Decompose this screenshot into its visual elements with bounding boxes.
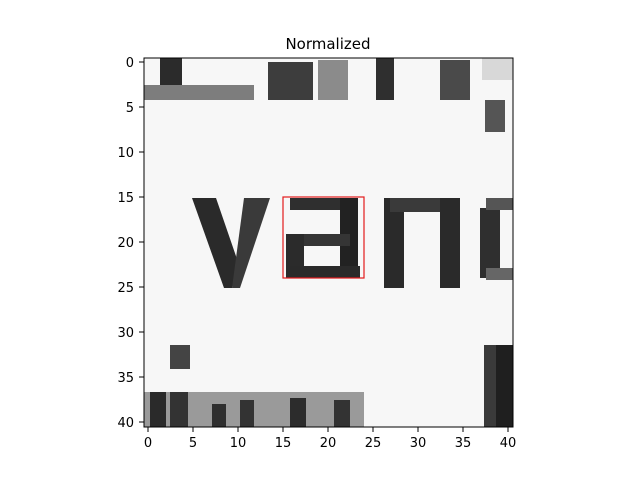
y-tick-label: 5 bbox=[126, 101, 134, 116]
image-panel bbox=[143, 57, 514, 428]
x-tick-label: 10 bbox=[230, 436, 247, 451]
y-tick-label: 40 bbox=[117, 416, 134, 431]
y-tick-label: 15 bbox=[117, 191, 134, 206]
x-tick-label: 30 bbox=[410, 436, 427, 451]
x-tick-label: 40 bbox=[500, 436, 517, 451]
x-tick-label: 25 bbox=[365, 436, 382, 451]
x-tick-label: 20 bbox=[320, 436, 337, 451]
top-text-fragment bbox=[144, 58, 513, 132]
x-tick-label: 0 bbox=[144, 436, 152, 451]
y-tick-label: 10 bbox=[117, 146, 134, 161]
x-tick-label: 35 bbox=[455, 436, 472, 451]
chart-title: Normalized bbox=[285, 35, 370, 53]
highlight-box bbox=[282, 196, 365, 279]
x-axis: 0 5 10 15 20 25 30 35 40 bbox=[144, 427, 516, 451]
word-van bbox=[192, 198, 513, 288]
y-tick-label: 20 bbox=[117, 236, 134, 251]
y-tick-label: 0 bbox=[126, 56, 134, 71]
y-axis: 0 5 10 15 20 25 30 35 40 bbox=[117, 56, 144, 431]
bottom-text-fragment bbox=[144, 345, 513, 427]
y-tick-label: 25 bbox=[117, 281, 134, 296]
x-tick-label: 15 bbox=[275, 436, 292, 451]
y-tick-label: 30 bbox=[117, 326, 134, 341]
y-tick-label: 35 bbox=[117, 371, 134, 386]
x-tick-label: 5 bbox=[189, 436, 197, 451]
